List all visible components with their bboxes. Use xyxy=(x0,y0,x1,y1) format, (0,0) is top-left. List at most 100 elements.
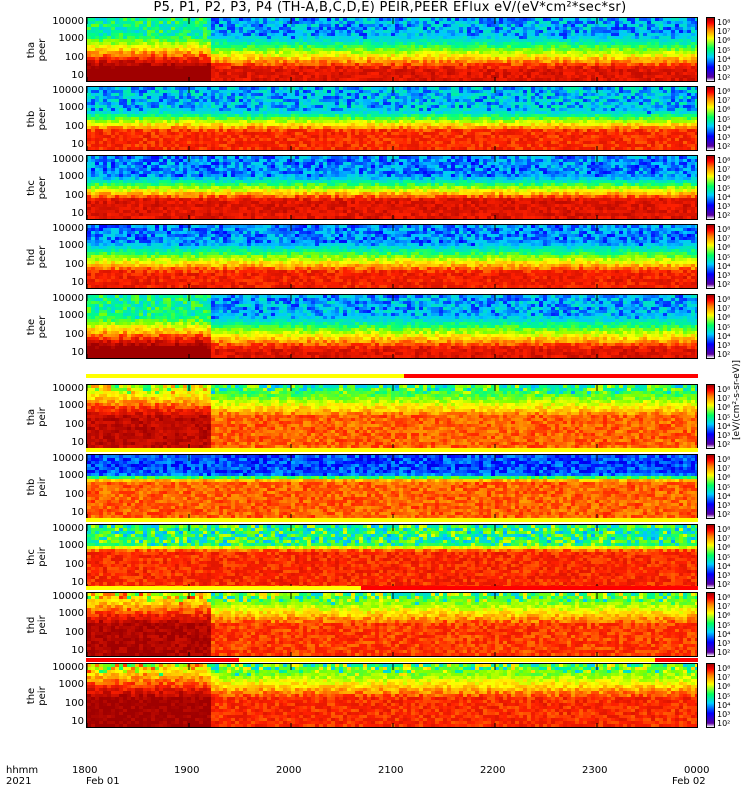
colorbar-tick-label: 10⁵ xyxy=(717,46,730,55)
y-tick-label: 10 xyxy=(32,70,84,81)
colorbar-tick-label: 10⁵ xyxy=(717,483,730,492)
colorbar-tick-label: 10⁴ xyxy=(717,55,730,64)
x-tick-label: 1800 xyxy=(72,765,97,776)
y-tick-label: 10 xyxy=(32,716,84,727)
colorbar-tick-label: 10³ xyxy=(717,710,730,719)
colorbar-tick-label: 10⁷ xyxy=(717,234,730,243)
x-tick-label: 2300 xyxy=(582,765,607,776)
mode-bar-segment xyxy=(86,586,362,590)
x-tick-label: 1900 xyxy=(174,765,199,776)
y-tick-label: 1000 xyxy=(32,310,84,321)
y-tick-label: 1000 xyxy=(32,102,84,113)
colorbar-tick-label: 10³ xyxy=(717,431,730,440)
colorbar-tick-label: 10⁸ xyxy=(717,525,730,534)
y-tick-label: 10000 xyxy=(32,453,84,464)
y-tick-label: 10000 xyxy=(32,223,84,234)
colorbar-tick-label: 10² xyxy=(717,350,730,359)
x-axis-date-start: Feb 01 xyxy=(86,776,120,787)
mode-bar-segment xyxy=(86,658,239,662)
y-tick-label: 10000 xyxy=(32,523,84,534)
colorbar-tick-label: 10³ xyxy=(717,501,730,510)
x-axis-row-label-hhmm: hhmm xyxy=(6,765,38,776)
colorbar-tick-label: 10² xyxy=(717,440,730,449)
chart-title: P5, P1, P2, P3, P4 (TH-A,B,C,D,E) PEIR,P… xyxy=(60,0,720,15)
colorbar-tick-label: 10³ xyxy=(717,271,730,280)
y-tick-label: 10 xyxy=(32,437,84,448)
colorbar-tick-label: 10⁷ xyxy=(717,165,730,174)
y-tick-label: 100 xyxy=(32,259,84,270)
colorbar-tick-label: 10⁶ xyxy=(717,36,730,45)
colorbar-tick-label: 10³ xyxy=(717,202,730,211)
spectrogram-image xyxy=(86,454,698,519)
y-tick-label: 1000 xyxy=(32,608,84,619)
colorbar xyxy=(706,663,715,728)
spectrogram-image xyxy=(86,524,698,589)
y-tick-label: 1000 xyxy=(32,400,84,411)
spectrogram-image xyxy=(86,592,698,657)
panel-ylabel: thb peer xyxy=(26,94,48,144)
colorbar-unit-text: [eV/(cm²-s-sr-eV)] xyxy=(732,360,742,440)
mode-bar-segment xyxy=(86,518,698,522)
y-tick-label: 1000 xyxy=(32,470,84,481)
y-tick-label: 10 xyxy=(32,277,84,288)
y-tick-label: 100 xyxy=(32,329,84,340)
mode-bar-segment xyxy=(86,448,698,452)
y-tick-label: 10 xyxy=(32,577,84,588)
y-tick-label: 100 xyxy=(32,627,84,638)
y-tick-label: 1000 xyxy=(32,540,84,551)
colorbar-tick-label: 10⁶ xyxy=(717,473,730,482)
y-tick-label: 100 xyxy=(32,698,84,709)
colorbar-tick-label: 10⁷ xyxy=(717,27,730,36)
colorbar-tick-label: 10⁸ xyxy=(717,295,730,304)
colorbar-tick-label: 10³ xyxy=(717,571,730,580)
spectrogram-image xyxy=(86,86,698,151)
mode-bar-segment xyxy=(404,374,698,378)
colorbar xyxy=(706,86,715,151)
colorbar-tick-label: 10⁶ xyxy=(717,682,730,691)
spectrogram-image xyxy=(86,294,698,359)
panel-ylabel: the peer xyxy=(26,302,48,352)
panel-ylabel: the peir xyxy=(26,671,48,721)
spectrogram-image xyxy=(86,224,698,289)
colorbar-tick-label: 10² xyxy=(717,719,730,728)
y-tick-label: 10000 xyxy=(32,154,84,165)
y-tick-label: 100 xyxy=(32,489,84,500)
y-tick-label: 10 xyxy=(32,139,84,150)
mode-bar-segment xyxy=(655,658,698,662)
colorbar-tick-label: 10⁷ xyxy=(717,534,730,543)
colorbar-tick-label: 10⁸ xyxy=(717,593,730,602)
colorbar-tick-label: 10⁵ xyxy=(717,115,730,124)
colorbar-tick-label: 10³ xyxy=(717,133,730,142)
x-tick-label: 0000 xyxy=(684,765,709,776)
colorbar-tick-label: 10² xyxy=(717,280,730,289)
colorbar-tick-label: 10⁶ xyxy=(717,174,730,183)
y-tick-label: 10 xyxy=(32,208,84,219)
y-tick-label: 1000 xyxy=(32,679,84,690)
colorbar-tick-label: 10⁸ xyxy=(717,87,730,96)
colorbar-tick-label: 10⁷ xyxy=(717,602,730,611)
colorbar-tick-label: 10⁴ xyxy=(717,193,730,202)
colorbar-tick-label: 10⁷ xyxy=(717,673,730,682)
colorbar-tick-label: 10⁶ xyxy=(717,105,730,114)
colorbar-tick-label: 10³ xyxy=(717,341,730,350)
colorbar-tick-label: 10² xyxy=(717,73,730,82)
mode-bar-segment xyxy=(86,374,405,378)
colorbar-tick-label: 10⁸ xyxy=(717,18,730,27)
y-tick-label: 10000 xyxy=(32,662,84,673)
panel-ylabel: tha peer xyxy=(26,25,48,75)
colorbar-tick-label: 10² xyxy=(717,142,730,151)
y-tick-label: 10 xyxy=(32,347,84,358)
colorbar-unit-label: [eV/(cm²-s-sr-eV)] xyxy=(730,15,744,785)
y-tick-label: 1000 xyxy=(32,171,84,182)
colorbar-tick-label: 10⁶ xyxy=(717,543,730,552)
colorbar xyxy=(706,524,715,589)
colorbar xyxy=(706,454,715,519)
colorbar-tick-label: 10⁶ xyxy=(717,611,730,620)
y-tick-label: 100 xyxy=(32,190,84,201)
y-tick-label: 1000 xyxy=(32,240,84,251)
colorbar-tick-label: 10⁷ xyxy=(717,464,730,473)
colorbar-tick-label: 10⁸ xyxy=(717,156,730,165)
colorbar-tick-label: 10⁴ xyxy=(717,630,730,639)
colorbar-tick-label: 10⁷ xyxy=(717,96,730,105)
